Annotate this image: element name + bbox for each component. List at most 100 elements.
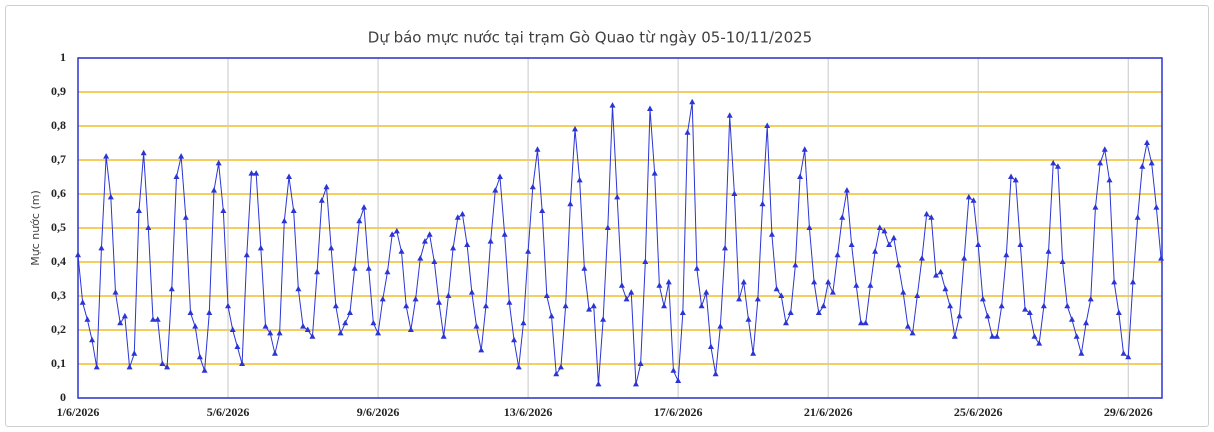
data-point (436, 299, 443, 305)
data-point (285, 173, 292, 179)
y-tick-label: 0,7 (51, 152, 66, 166)
data-point (332, 302, 339, 309)
data-point (257, 244, 264, 251)
data-point (675, 377, 682, 383)
data-point (707, 343, 714, 349)
data-point (365, 265, 372, 271)
data-point (515, 363, 522, 370)
data-point (1036, 340, 1043, 346)
data-point (253, 170, 260, 176)
plot-border (77, 57, 1163, 399)
data-point (900, 289, 907, 295)
data-point (571, 125, 578, 132)
y-tick-label: 0 (60, 390, 66, 404)
data-point (778, 292, 785, 298)
data-point (375, 329, 382, 336)
data-point (979, 295, 986, 302)
card (5, 5, 1209, 427)
data-point (450, 244, 457, 251)
data-point (853, 282, 860, 288)
data-point (782, 319, 789, 326)
x-tick-label: 5/6/2026 (207, 405, 250, 419)
data-point (234, 343, 241, 349)
y-tick-label: 0,2 (51, 322, 66, 336)
data-point (689, 98, 696, 105)
data-point (628, 289, 635, 295)
data-point (121, 312, 128, 319)
data-point (801, 146, 808, 152)
data-point (487, 238, 494, 244)
data-point (965, 193, 972, 200)
data-point (464, 241, 471, 247)
data-point (595, 380, 602, 387)
data-point (328, 244, 335, 251)
data-point (276, 329, 283, 336)
data-point (89, 336, 96, 343)
data-point (1073, 333, 1080, 339)
data-point (956, 312, 963, 319)
data-point (454, 214, 461, 220)
data-point (206, 309, 213, 315)
data-point (656, 282, 663, 288)
data-point (511, 336, 518, 343)
data-point (825, 278, 832, 285)
data-point (623, 295, 630, 302)
data-point (201, 367, 208, 373)
data-point (651, 170, 658, 176)
data-point (1012, 176, 1019, 183)
data-point (543, 292, 550, 298)
data-point (182, 214, 189, 220)
data-point (890, 234, 897, 241)
data-point (998, 302, 1005, 309)
chart-title: Dự báo mực nước tại trạm Gò Quao từ ngày… (368, 29, 812, 47)
data-point (1134, 214, 1141, 220)
data-point (726, 112, 733, 118)
data-point (1050, 159, 1057, 166)
data-point (1092, 204, 1099, 210)
data-point (379, 295, 386, 302)
data-point (984, 312, 991, 319)
data-point (178, 153, 185, 159)
x-tick-label: 21/6/2026 (804, 405, 853, 419)
data-point (857, 319, 864, 326)
y-tick-label: 0,9 (51, 84, 66, 98)
data-point (1059, 258, 1066, 264)
data-point (937, 268, 944, 275)
data-point (1026, 309, 1033, 315)
data-point (586, 306, 593, 312)
data-point (192, 323, 199, 329)
data-point (848, 241, 855, 247)
data-point (361, 204, 368, 210)
data-point (698, 302, 705, 309)
data-point (295, 285, 302, 292)
x-tick-label: 9/6/2026 (357, 405, 400, 419)
data-point (145, 224, 152, 230)
data-point (323, 183, 330, 190)
data-point (1008, 173, 1015, 179)
data-point (281, 217, 288, 224)
data-point (904, 323, 911, 329)
data-point (548, 312, 555, 319)
data-point (239, 360, 246, 366)
data-point (159, 360, 166, 366)
data-point (356, 217, 363, 224)
data-point (501, 231, 508, 237)
data-point (79, 299, 86, 305)
data-point (248, 170, 255, 176)
data-point (529, 183, 536, 190)
data-point (1031, 333, 1038, 339)
data-point (590, 302, 597, 309)
data-point (764, 122, 771, 128)
data-point (520, 319, 527, 326)
data-point (210, 187, 217, 193)
data-point (1045, 248, 1052, 254)
data-point (403, 302, 410, 309)
data-point (820, 302, 827, 309)
data-point (412, 295, 419, 302)
data-point (304, 326, 311, 332)
data-point (609, 102, 616, 108)
data-point (506, 299, 513, 305)
data-point (1153, 204, 1160, 210)
data-point (389, 231, 396, 237)
